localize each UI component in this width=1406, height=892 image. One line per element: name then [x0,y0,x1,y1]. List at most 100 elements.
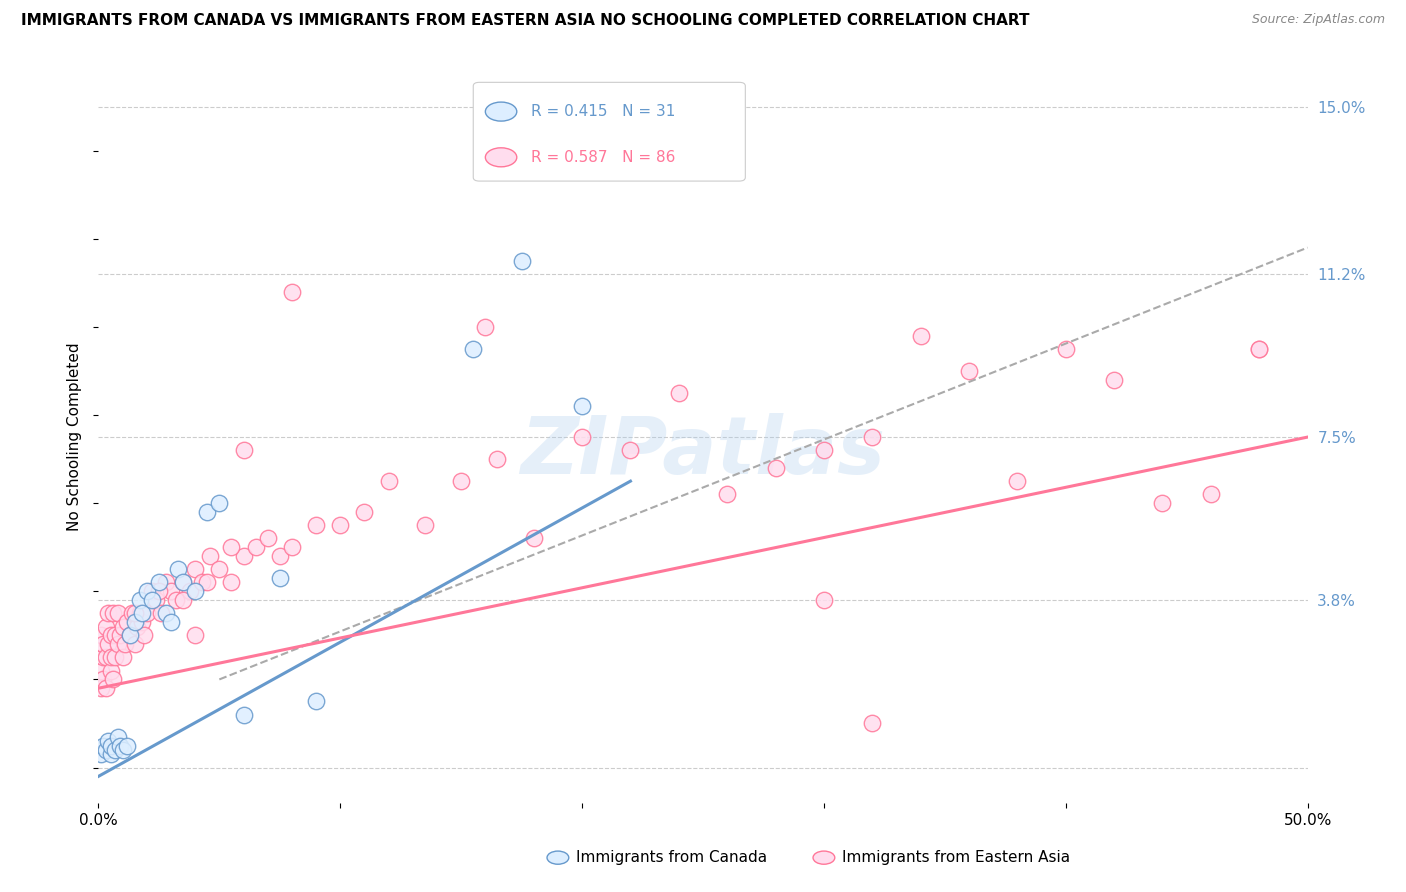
Point [101,607,124,621]
Point [198,549,221,563]
Y-axis label: No Schooling Completed: No Schooling Completed [67,343,83,532]
Point [101,673,124,687]
Point [94,743,117,757]
Point [117,615,139,629]
Point [100,739,122,753]
Point [486,452,509,467]
Point [1249,342,1271,356]
Point [1199,487,1222,501]
FancyBboxPatch shape [474,82,745,181]
Point [208,562,231,576]
Point [128,593,150,607]
Point [571,430,593,444]
Point [329,518,352,533]
Point [305,518,328,533]
Point [668,386,690,401]
Circle shape [813,851,835,864]
Point [124,637,146,651]
Point [104,650,127,665]
Text: R = 0.587   N = 86: R = 0.587 N = 86 [531,150,676,165]
Point [94,681,117,696]
Point [128,607,150,621]
Point [305,694,328,708]
Point [765,461,787,475]
Circle shape [485,148,517,167]
Point [256,532,278,546]
Point [377,474,399,488]
Text: ZIPatlas: ZIPatlas [520,413,886,491]
Point [90,628,112,642]
Point [100,664,122,678]
Point [221,575,243,590]
Point [860,430,883,444]
Point [195,575,218,590]
Point [160,584,183,599]
Point [269,549,291,563]
Point [107,730,129,744]
Point [463,342,485,356]
Point [114,637,136,651]
Text: Source: ZipAtlas.com: Source: ZipAtlas.com [1251,13,1385,27]
Point [127,619,149,633]
Text: Immigrants from Eastern Asia: Immigrants from Eastern Asia [842,850,1070,865]
Point [108,739,131,753]
Point [172,593,194,607]
Circle shape [485,102,517,121]
Point [172,575,194,590]
Point [150,607,173,621]
Point [450,474,472,488]
Point [155,575,177,590]
Point [100,628,122,642]
Point [97,637,120,651]
Point [191,575,214,590]
Point [1102,373,1125,387]
Point [208,496,231,510]
Point [1007,474,1029,488]
Circle shape [547,851,569,864]
Point [860,716,883,731]
Point [107,637,129,651]
Point [131,607,153,621]
Point [94,650,117,665]
Point [90,681,112,696]
Point [184,584,207,599]
Point [111,743,134,757]
Point [160,615,183,629]
Point [510,253,533,268]
Point [117,739,139,753]
Point [111,619,134,633]
Point [131,615,153,629]
Point [1054,342,1077,356]
Point [94,619,117,633]
Point [957,364,980,378]
Point [104,743,127,757]
Point [179,584,201,599]
Point [90,664,112,678]
Point [269,571,291,585]
Point [121,607,143,621]
Point [910,328,932,343]
Point [281,285,304,299]
Point [413,518,436,533]
Point [124,607,146,621]
Point [232,549,254,563]
Point [135,584,157,599]
Point [281,540,304,554]
Text: R = 0.415   N = 31: R = 0.415 N = 31 [531,104,676,120]
Text: Immigrants from Canada: Immigrants from Canada [576,850,768,865]
Point [141,593,163,607]
Point [716,487,738,501]
Point [135,607,157,621]
Point [145,593,167,607]
Point [571,399,593,413]
Point [97,607,120,621]
Point [104,628,127,642]
Point [195,505,218,519]
Point [245,540,267,554]
Point [148,584,170,599]
Point [100,747,122,762]
Point [353,505,375,519]
Point [107,607,129,621]
Point [118,628,141,642]
Point [97,734,120,748]
